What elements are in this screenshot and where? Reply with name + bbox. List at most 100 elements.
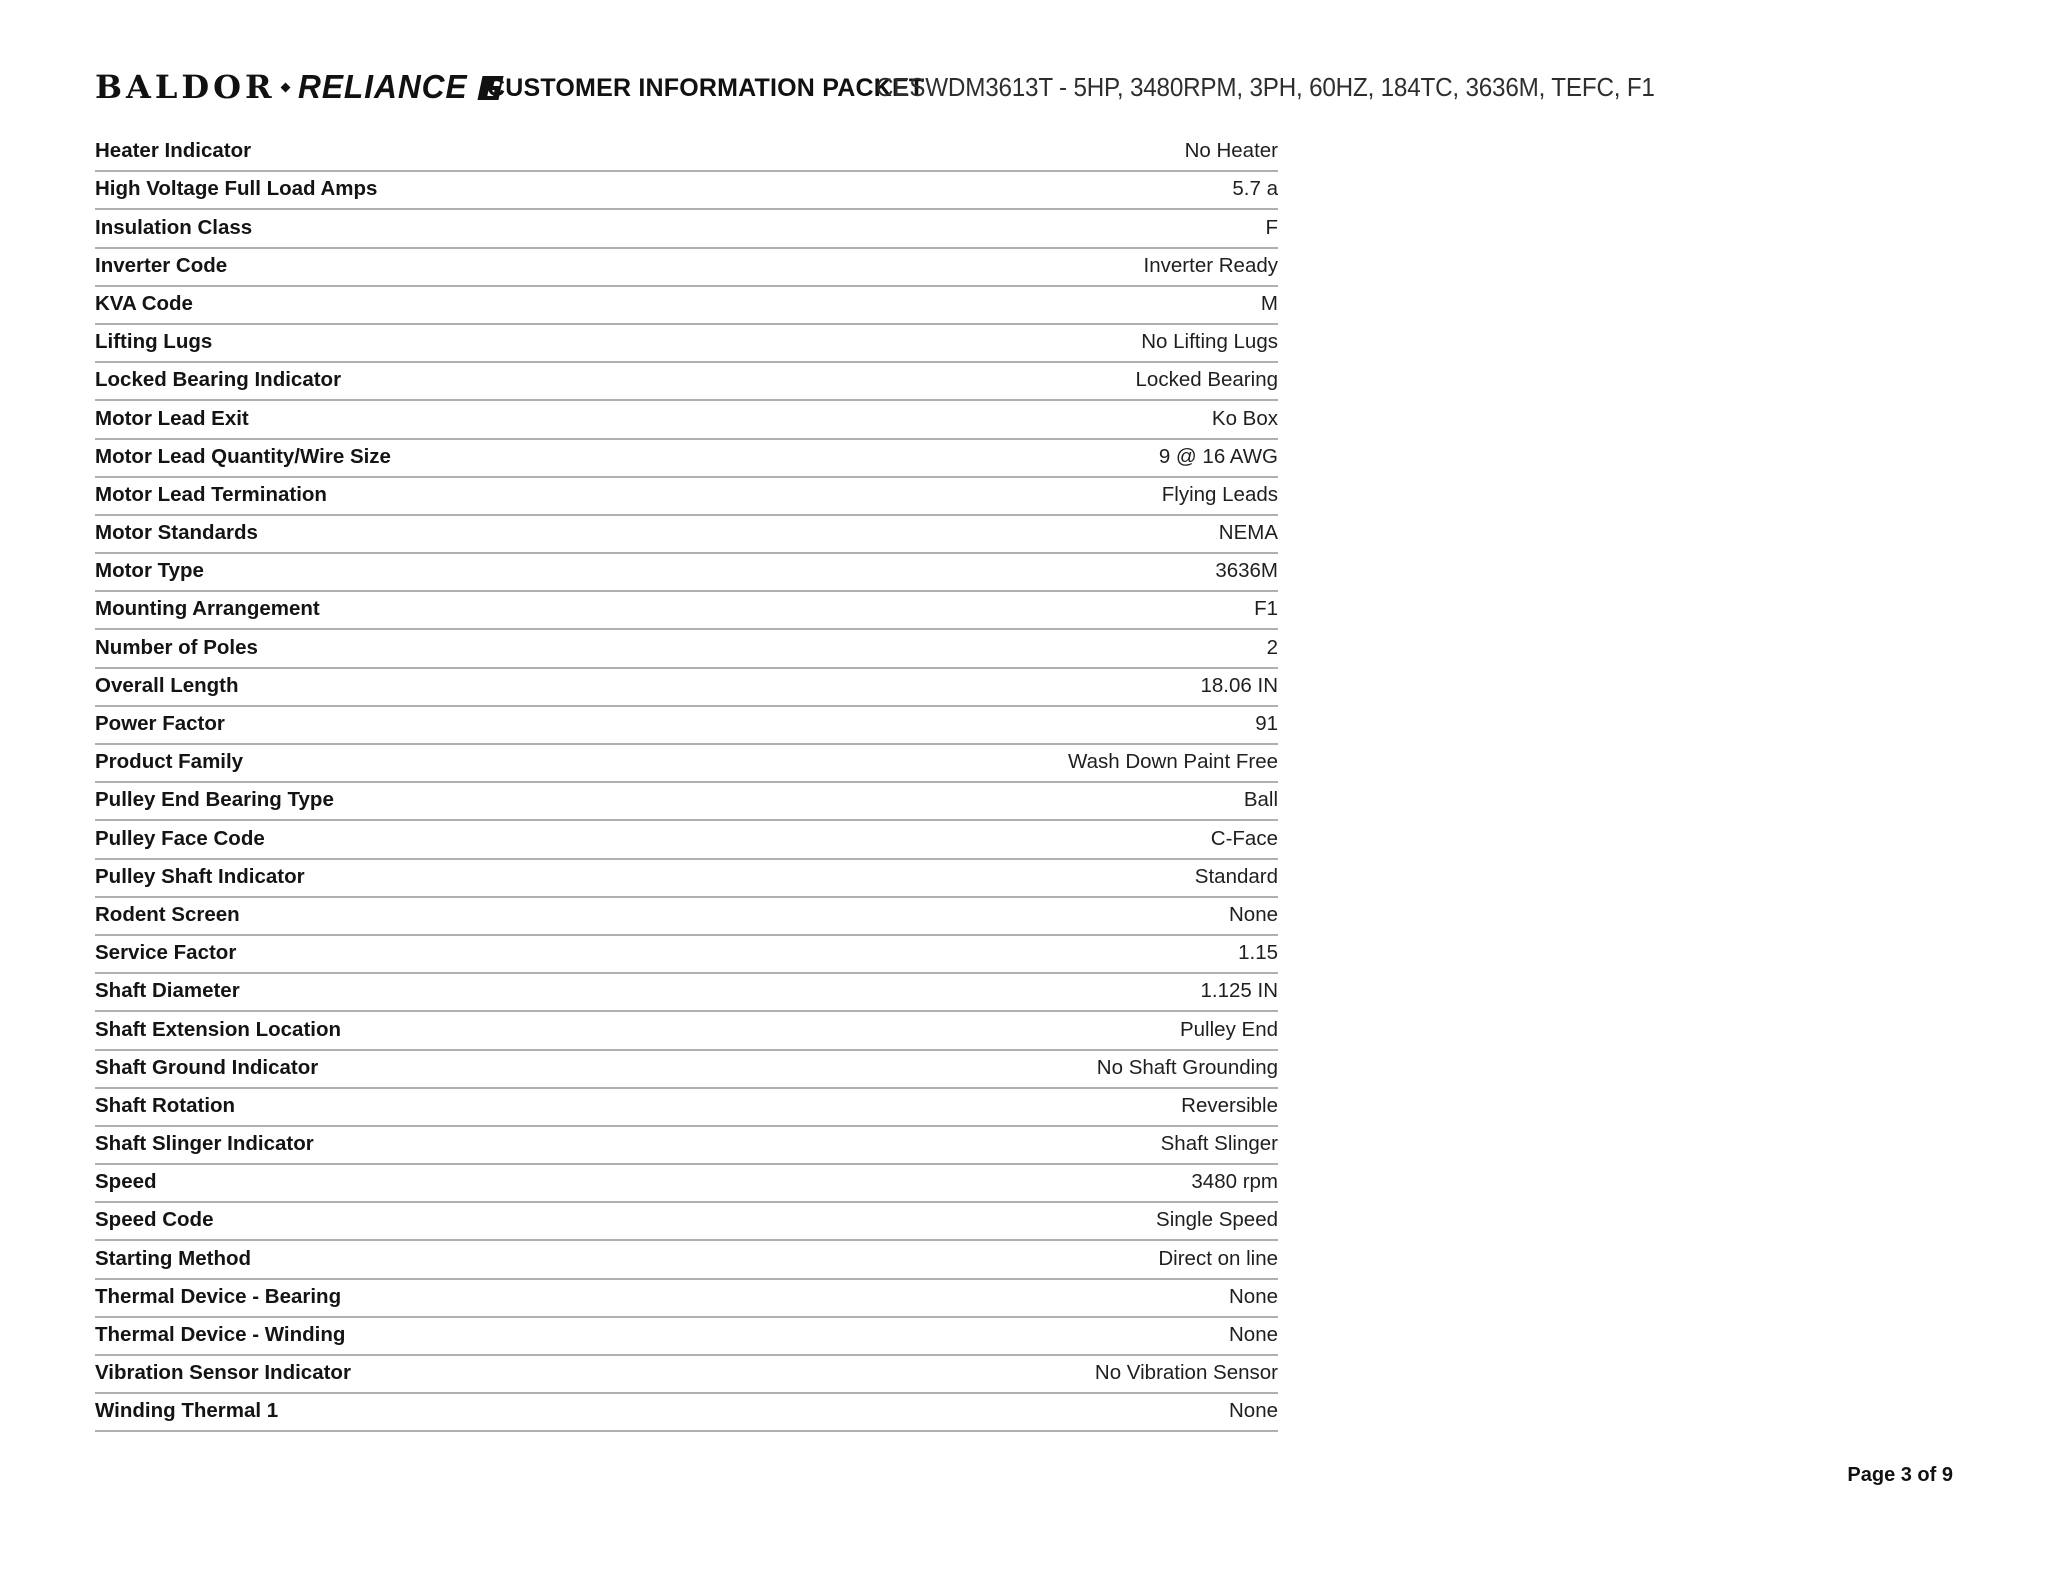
- table-row: Product Family Wash Down Paint Free: [95, 745, 1278, 784]
- table-row: Motor Type 3636M: [95, 554, 1278, 593]
- spec-value: 91: [1255, 712, 1278, 735]
- spec-label: Heater Indicator: [95, 139, 252, 163]
- logo-baldor-text: BALDOR: [95, 68, 276, 106]
- table-row: Shaft Slinger Indicator Shaft Slinger: [95, 1127, 1278, 1166]
- spec-value: Inverter Ready: [1143, 253, 1278, 277]
- spec-label: Inverter Code: [95, 253, 228, 277]
- table-row: Shaft Rotation Reversible: [95, 1089, 1278, 1127]
- spec-label: Product Family: [95, 750, 244, 774]
- spec-label: Motor Type: [95, 559, 204, 583]
- spec-label: Winding Thermal 1: [95, 1399, 279, 1423]
- spec-label: Rodent Screen: [95, 902, 240, 926]
- spec-value: 2: [1266, 635, 1278, 659]
- spec-label: Speed Code: [95, 1208, 214, 1232]
- table-row: Speed Code Single Speed: [95, 1203, 1278, 1242]
- spec-value: M: [1260, 291, 1278, 315]
- table-row: Winding Thermal 1 None: [95, 1394, 1278, 1433]
- spec-label: Power Factor: [95, 712, 225, 735]
- table-row: Starting Method Direct on line: [95, 1241, 1278, 1280]
- spec-label: Motor Lead Exit: [95, 406, 249, 430]
- table-row: Heater Indicator No Heater: [95, 134, 1278, 173]
- spec-value: 1.15: [1238, 941, 1278, 965]
- table-row: Shaft Ground Indicator No Shaft Groundin…: [95, 1051, 1278, 1089]
- spec-value: Standard: [1194, 864, 1278, 888]
- spec-label: Service Factor: [95, 941, 237, 965]
- table-row: Motor Lead Exit Ko Box: [95, 401, 1278, 440]
- spec-label: Thermal Device - Bearing: [95, 1284, 342, 1308]
- table-row: Service Factor 1.15: [95, 936, 1278, 975]
- spec-label: KVA Code: [95, 291, 193, 315]
- spec-value: 3480 rpm: [1191, 1170, 1278, 1194]
- spec-label: Starting Method: [95, 1246, 252, 1270]
- table-row: Thermal Device - Winding None: [95, 1318, 1278, 1356]
- spec-value: Pulley End: [1179, 1017, 1278, 1041]
- spec-value: Single Speed: [1156, 1208, 1278, 1232]
- table-row: Shaft Diameter 1.125 IN: [95, 974, 1279, 1013]
- table-row: Shaft Extension Location Pulley End: [95, 1012, 1278, 1051]
- spec-value: None: [1228, 902, 1278, 926]
- table-row: Motor Standards NEMA: [95, 516, 1278, 555]
- spec-value: C-Face: [1210, 826, 1278, 850]
- table-row: Thermal Device - Bearing None: [95, 1280, 1278, 1318]
- spec-value: None: [1228, 1399, 1278, 1423]
- spec-label: Shaft Diameter: [95, 979, 240, 1003]
- spec-label: Shaft Slinger Indicator: [95, 1132, 314, 1156]
- spec-label: Overall Length: [95, 673, 239, 697]
- spec-label: Motor Lead Quantity/Wire Size: [95, 444, 391, 468]
- table-row: Pulley Face Code C-Face: [95, 821, 1278, 860]
- spec-value: Reversible: [1181, 1093, 1278, 1117]
- spec-value: 1.125 IN: [1200, 979, 1279, 1003]
- spec-label: Lifting Lugs: [95, 330, 213, 354]
- spec-value: Flying Leads: [1161, 482, 1278, 506]
- table-row: High Voltage Full Load Amps 5.7 a: [95, 172, 1278, 211]
- table-row: Pulley Shaft Indicator Standard: [95, 860, 1278, 898]
- spec-label: Pulley End Bearing Type: [95, 788, 334, 812]
- spec-value: Ball: [1243, 788, 1278, 812]
- spec-value: No Lifting Lugs: [1141, 330, 1278, 354]
- spec-label: Locked Bearing Indicator: [95, 368, 342, 392]
- table-row: Mounting Arrangement F1: [95, 592, 1278, 631]
- spec-label: Pulley Face Code: [95, 826, 265, 850]
- spec-label: Thermal Device - Winding: [95, 1323, 346, 1346]
- table-row: Pulley End Bearing Type Ball: [95, 783, 1278, 822]
- table-row: Speed 3480 rpm: [95, 1165, 1278, 1204]
- spec-value: 18.06 IN: [1200, 673, 1279, 697]
- spec-label: Insulation Class: [95, 215, 253, 239]
- document-title: CUSTOMER INFORMATION PACKET: [487, 74, 925, 102]
- table-row: KVA Code M: [95, 287, 1278, 325]
- table-row: Locked Bearing Indicator Locked Bearing: [95, 363, 1278, 402]
- spec-value: Wash Down Paint Free: [1067, 750, 1278, 774]
- table-row: Lifting Lugs No Lifting Lugs: [95, 325, 1278, 364]
- baldor-reliance-logo: BALDOR RELIANCE: [95, 68, 504, 106]
- spec-label: Motor Standards: [95, 521, 258, 545]
- spec-value: NEMA: [1218, 521, 1278, 545]
- spec-value: No Vibration Sensor: [1094, 1361, 1278, 1385]
- spec-label: Speed: [95, 1170, 157, 1194]
- spec-label: Shaft Extension Location: [95, 1017, 342, 1041]
- spec-value: No Heater: [1184, 139, 1278, 163]
- spec-value: Ko Box: [1211, 406, 1278, 430]
- spec-table: Heater Indicator No Heater High Voltage …: [95, 134, 1279, 1433]
- spec-label: Mounting Arrangement: [95, 597, 320, 621]
- product-spec-line: CESWDM3613T - 5HP, 3480RPM, 3PH, 60HZ, 1…: [876, 74, 1655, 102]
- table-row: Overall Length 18.06 IN: [95, 669, 1278, 707]
- spec-label: Pulley Shaft Indicator: [95, 864, 305, 888]
- logo-reliance-text: RELIANCE: [297, 68, 468, 105]
- table-row: Rodent Screen None: [95, 898, 1278, 936]
- spec-value: Direct on line: [1158, 1246, 1278, 1270]
- table-row: Number of Poles 2: [95, 630, 1278, 669]
- spec-label: Motor Lead Termination: [95, 482, 327, 506]
- table-row: Vibration Sensor Indicator No Vibration …: [95, 1356, 1278, 1395]
- spec-value: No Shaft Grounding: [1096, 1055, 1278, 1079]
- spec-label: Vibration Sensor Indicator: [95, 1361, 351, 1385]
- table-row: Motor Lead Termination Flying Leads: [95, 478, 1278, 516]
- spec-label: Shaft Rotation: [95, 1093, 236, 1117]
- page-number: Page 3 of 9: [1847, 1464, 1953, 1486]
- spec-label: High Voltage Full Load Amps: [95, 177, 378, 201]
- table-row: Insulation Class F: [95, 210, 1278, 249]
- spec-label: Number of Poles: [95, 635, 258, 659]
- spec-value: Shaft Slinger: [1160, 1132, 1278, 1156]
- spec-value: None: [1228, 1284, 1278, 1308]
- table-row: Power Factor 91: [95, 707, 1278, 745]
